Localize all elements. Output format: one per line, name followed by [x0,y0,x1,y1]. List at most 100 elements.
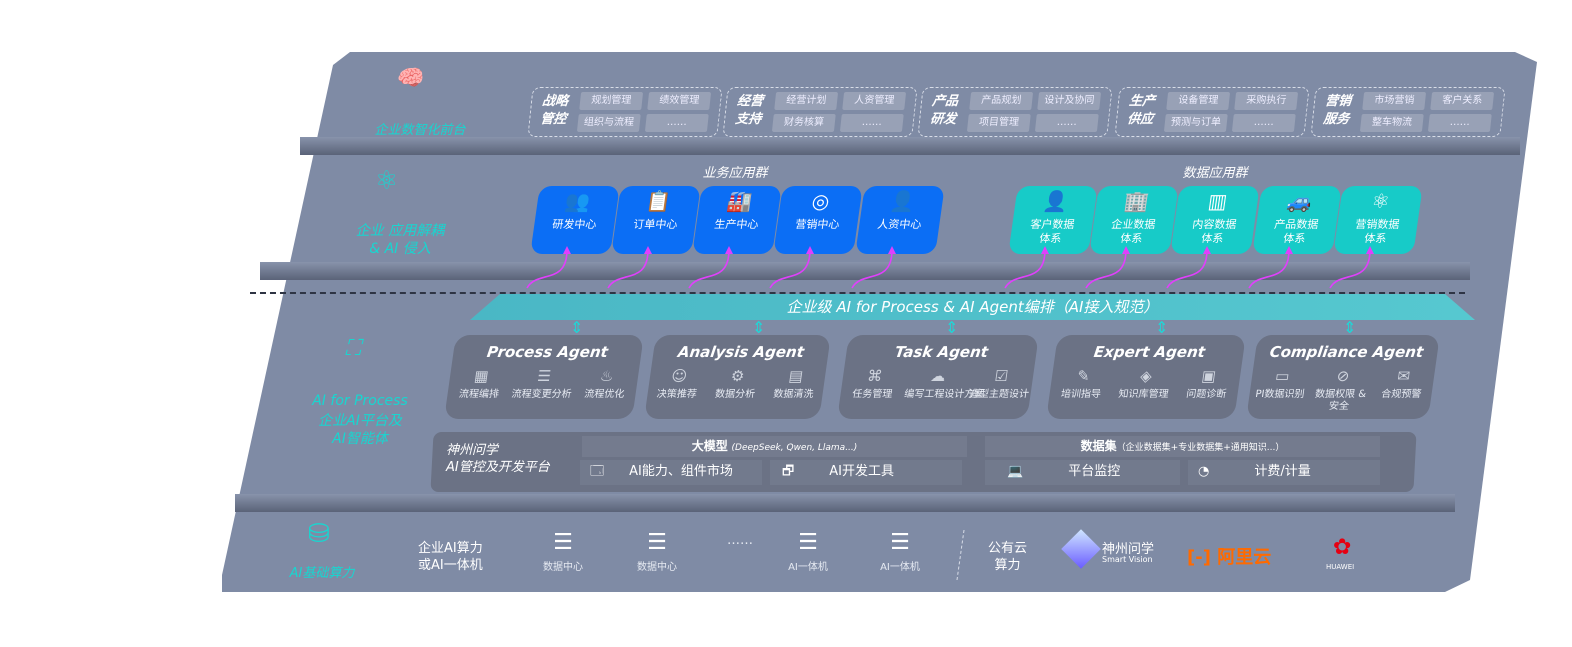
arrow-head [1366,246,1374,254]
agent-capability: ◈ 知识库管理 [1112,367,1179,401]
llm-label: 大模型 [691,439,728,453]
agent-capabilities: ▭ PI数据识别 ⊘ 数据权限 & 安全 ✉ 合规预警 [1247,367,1435,413]
connector-arrow [607,249,649,289]
compute-item: ☰ 数据中心 [627,530,687,573]
dataset-label: 数据集 [1080,439,1117,453]
capability-icon: ▦ [473,367,490,385]
component-market[interactable]: 🗔 AI能力、组件市场 [580,460,762,485]
agent-capability: ☁ 编写工程设计方案 [903,367,985,401]
connector-arrow [1085,249,1127,289]
huawei-logo-icon: ✿ [1333,535,1352,560]
capability-icon: ▣ [1200,367,1218,385]
capability-label: 问题诊断 [1185,389,1227,400]
capability-label: 数据分析 [714,389,756,400]
layer-label-app: 企业 应用解耦 & AI 侵入 [355,223,445,257]
capability-label: 造型主题设计 [968,389,1030,400]
agent-capabilities: ⌘ 任务管理 ☁ 编写工程设计方案 ☑ 造型主题设计 [840,367,1035,401]
data-apps-title: 数据应用群 [1182,166,1248,181]
compute-label: 数据中心 [543,562,583,573]
agent-capability: ▣ 问题诊断 [1174,367,1241,401]
connector-arrow [1004,249,1046,289]
capability-label: 合规预警 [1380,389,1422,400]
capability-label: PI数据识别 [1254,389,1306,400]
platform-monitor[interactable]: 💻 平台监控 [985,460,1180,485]
billing-metering[interactable]: ◔ 计费/计量 [1188,460,1380,485]
arrow-head [644,246,652,254]
bidirectional-arrow-icon: ⇕ [752,318,766,337]
brain-icon: 🧠 [395,66,423,91]
arrow-head [725,246,733,254]
agent-title: Expert Agent [1092,343,1207,361]
agent-capability: ⚙ 数据分析 [705,367,768,401]
capability-label: 编写工程设计方案 [903,389,985,400]
agent-card[interactable]: Compliance Agent ▭ PI数据识别 ⊘ 数据权限 & 安全 ✉ 合规预警 [1246,335,1440,419]
capability-label: 知识库管理 [1117,389,1170,400]
dev-tool-icon: 🗗 [782,464,795,479]
arrow-head [1285,246,1293,254]
compute-label: AI一体机 [788,562,828,573]
monitor-icon: 💻 [1007,464,1024,479]
connector-arrow [1329,249,1371,289]
bidirectional-arrow-icon: ⇕ [1343,318,1357,337]
molecule-icon: ⚛ [375,166,399,196]
server-icon: ☰ [890,530,910,555]
agent-capability: ⌘ 任务管理 [840,367,907,401]
agent-title: Analysis Agent [676,343,806,361]
agent-title: Task Agent [893,343,990,361]
enterprise-compute-label: 企业AI算力 或AI一体机 [418,541,483,573]
agent-title: Process Agent [485,343,610,361]
agent-capability: ☰ 流程变更分析 [510,367,577,401]
compute-item: ☰ AI一体机 [870,530,930,573]
connector-arrow [1248,249,1290,289]
dev-tools[interactable]: 🗗 AI开发工具 [770,460,962,485]
layer-divider [300,137,1520,155]
compute-item: ☰ 数据中心 [533,530,593,573]
agent-card[interactable]: Task Agent ⌘ 任务管理 ☁ 编写工程设计方案 ☑ 造型主题设计 [837,335,1039,419]
capability-icon: ☺ [670,367,689,385]
layer-divider [235,494,1455,512]
agent-capability: ✎ 培训指导 [1049,367,1116,401]
connector-arrow [526,249,568,289]
face-scan-icon: ⛶ [345,336,361,361]
llm-note: (DeepSeek, Qwen, Llama...) [731,443,858,453]
compute-label: 数据中心 [637,562,677,573]
dataset-bar: 数据集（企业数据集+专业数据集+通用知识...） [985,436,1380,457]
arrow-head [888,246,896,254]
huawei-name: HUAWEI [1326,563,1355,571]
aliyun-logo: [-] 阿里云 [1187,547,1272,568]
agent-capability: ▤ 数据清洗 [764,367,827,401]
compute-label: AI一体机 [880,562,920,573]
capability-label: 流程优化 [583,389,625,400]
bidirectional-arrow-icon: ⇕ [1155,318,1169,337]
bidirectional-arrow-icon: ⇕ [945,318,959,337]
agent-capability: ♨ 流程优化 [572,367,639,401]
capability-icon: ⌘ [866,367,884,385]
agent-capability: ▦ 流程编排 [447,367,514,401]
market-icon: 🗔 [590,464,605,479]
gauge-icon: ◔ [1198,464,1210,479]
dashed-divider [250,292,1465,294]
smartvision-en: Smart Vision [1102,555,1153,564]
server-icon: ☰ [553,530,573,555]
agent-card[interactable]: Process Agent ▦ 流程编排 ☰ 流程变更分析 ♨ 流程优化 [444,335,644,419]
capability-label: 流程编排 [458,389,500,400]
agent-capabilities: ✎ 培训指导 ◈ 知识库管理 ▣ 问题诊断 [1049,367,1242,401]
capability-icon: ☑ [993,367,1010,385]
llm-bar: 大模型 (DeepSeek, Qwen, Llama...) [582,436,967,457]
database-icon: ⛁ [308,519,330,549]
compute-label: …… [727,533,753,548]
arrow-head [1203,246,1211,254]
agent-capability: ▭ PI数据识别 [1247,367,1314,413]
agent-card[interactable]: Analysis Agent ☺ 决策推荐 ⚙ 数据分析 ▤ 数据清洗 [644,335,831,419]
capability-label: 数据清洗 [772,389,815,400]
agent-capabilities: ☺ 决策推荐 ⚙ 数据分析 ▤ 数据清洗 [647,367,827,401]
server-icon: ☰ [647,530,667,555]
business-apps-title: 业务应用群 [702,166,768,181]
capability-label: 流程变更分析 [510,389,573,400]
agent-card[interactable]: Expert Agent ✎ 培训指导 ◈ 知识库管理 ▣ 问题诊断 [1046,335,1246,419]
arrow-head [1122,246,1130,254]
capability-label: 决策推荐 [655,389,698,400]
arrow-head [1041,246,1049,254]
platform-name: 神州问学 AI管控及开发平台 [446,443,550,475]
